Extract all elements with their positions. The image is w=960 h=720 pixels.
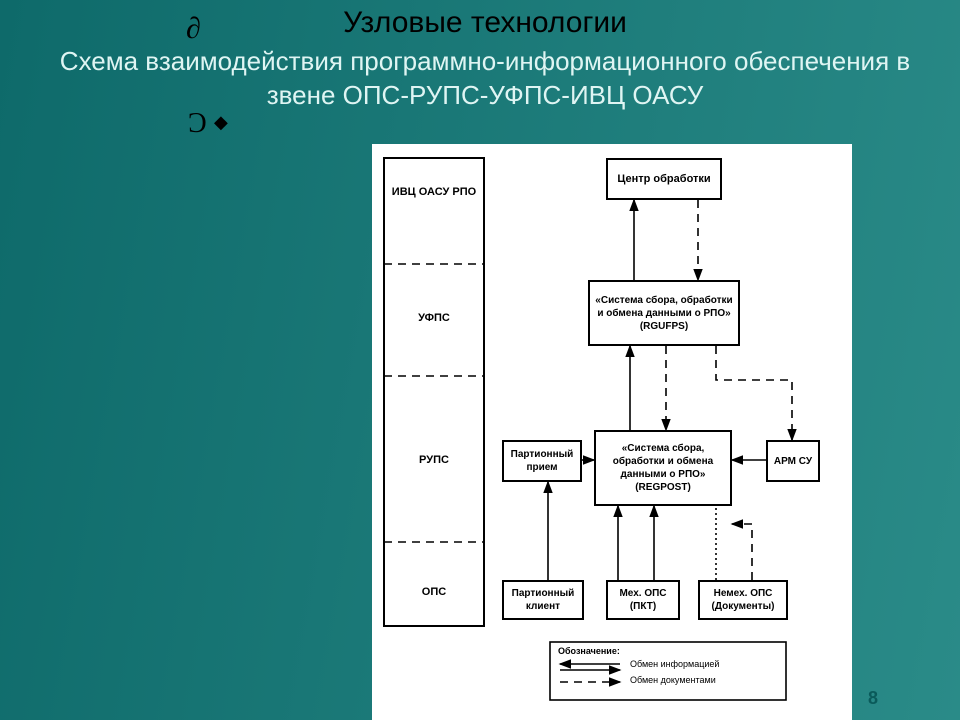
- tier-label-0: ИВЦ ОАСУ РПО: [384, 186, 484, 198]
- tier-label-2: РУПС: [384, 454, 484, 466]
- node-docs: Немех. ОПС (Документы): [698, 580, 788, 620]
- slide: Узловые технологии Схема взаимодействия п…: [0, 0, 960, 720]
- node-center: Центр обработки: [606, 158, 722, 200]
- diagram: ИВЦ ОАСУ РПО УФПС РУПС ОПС Центр обработки «С…: [372, 144, 852, 720]
- decor-glyph-2: ◆: [214, 112, 228, 133]
- decor-glyph-0: ∂: [186, 12, 201, 46]
- page-number: 8: [868, 688, 878, 709]
- legend-row-0: Обмен информацией: [630, 659, 719, 669]
- node-part_rcv: Партионный прием: [502, 440, 582, 482]
- node-client: Партионный клиент: [502, 580, 584, 620]
- node-rgufps: «Система сбора, обработки и обмена данны…: [588, 280, 740, 346]
- decor-glyph-1: Ɔ: [188, 108, 207, 140]
- legend-row-1: Обмен документами: [630, 675, 716, 685]
- node-pkt: Мех. ОПС (ПКТ): [606, 580, 680, 620]
- title-main: Узловые технологии: [270, 6, 700, 40]
- title-sub: Схема взаимодействия программно-информац…: [50, 44, 920, 112]
- node-arm: АРМ СУ: [766, 440, 820, 482]
- tier-label-1: УФПС: [384, 312, 484, 324]
- node-regpost: «Система сбора, обработки и обмена данны…: [594, 430, 732, 506]
- legend-title: Обозначение:: [558, 646, 620, 656]
- tier-label-3: ОПС: [384, 586, 484, 598]
